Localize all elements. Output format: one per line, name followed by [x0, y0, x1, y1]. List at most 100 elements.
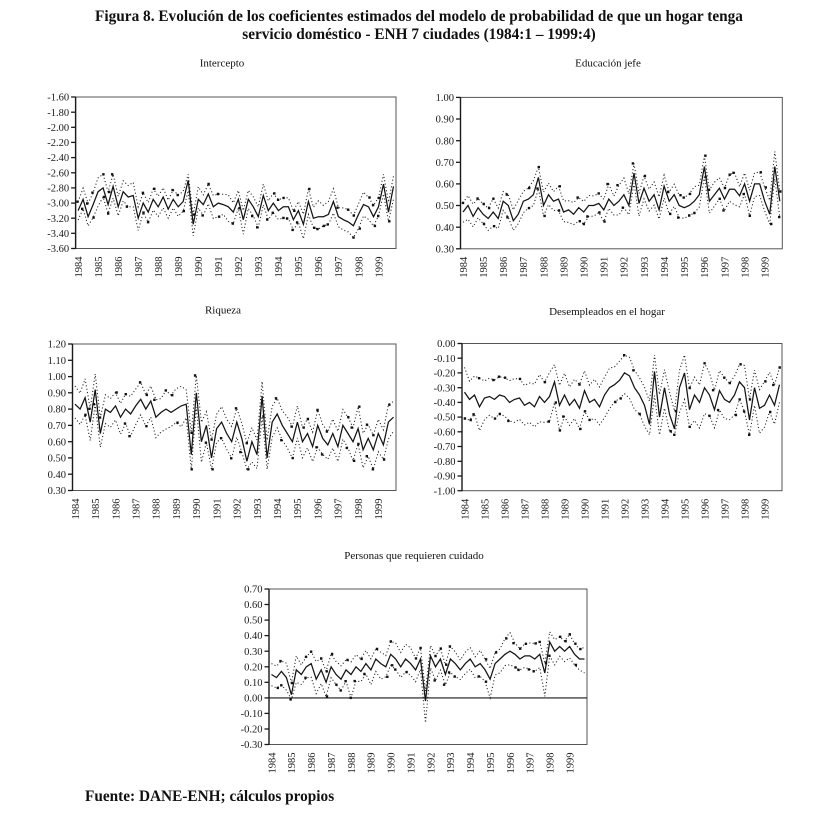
- svg-text:-0.20: -0.20: [241, 725, 263, 736]
- svg-text:1998: 1998: [546, 753, 557, 774]
- svg-text:-0.10: -0.10: [434, 354, 456, 365]
- svg-text:1991: 1991: [212, 499, 223, 520]
- svg-text:1989: 1989: [559, 257, 570, 278]
- svg-text:1.00: 1.00: [48, 372, 66, 383]
- svg-text:-2.80: -2.80: [47, 184, 69, 195]
- svg-text:-2.40: -2.40: [47, 153, 69, 164]
- svg-text:1994: 1994: [273, 498, 284, 520]
- svg-text:1997: 1997: [334, 499, 345, 520]
- svg-text:0.40: 0.40: [48, 470, 66, 481]
- svg-text:1987: 1987: [327, 753, 338, 774]
- svg-text:1994: 1994: [466, 752, 477, 774]
- svg-text:1995: 1995: [486, 753, 497, 774]
- svg-text:Desempleados en el hogar: Desempleados en el hogar: [549, 306, 665, 318]
- svg-text:1997: 1997: [720, 499, 731, 520]
- svg-text:1986: 1986: [111, 499, 122, 520]
- svg-text:1984: 1984: [459, 256, 470, 278]
- svg-text:1995: 1995: [680, 257, 691, 278]
- svg-text:1994: 1994: [274, 256, 285, 278]
- svg-text:0.90: 0.90: [436, 115, 454, 126]
- svg-text:0.20: 0.20: [244, 662, 262, 673]
- svg-text:1999: 1999: [565, 753, 576, 774]
- svg-text:1992: 1992: [426, 753, 437, 774]
- svg-text:0.60: 0.60: [48, 437, 66, 448]
- svg-text:1984: 1984: [71, 498, 82, 520]
- svg-text:-0.80: -0.80: [434, 457, 456, 468]
- svg-text:1986: 1986: [500, 499, 511, 520]
- svg-text:1990: 1990: [580, 257, 591, 278]
- svg-text:0.30: 0.30: [436, 244, 454, 255]
- svg-text:-2.60: -2.60: [47, 168, 69, 179]
- svg-text:1989: 1989: [367, 753, 378, 774]
- svg-text:1992: 1992: [233, 499, 244, 520]
- svg-text:1991: 1991: [214, 257, 225, 278]
- svg-text:0.70: 0.70: [244, 585, 262, 596]
- svg-text:1.10: 1.10: [48, 356, 66, 367]
- svg-text:0.10: 0.10: [244, 678, 262, 689]
- svg-text:-0.10: -0.10: [241, 709, 263, 720]
- svg-text:Riqueza: Riqueza: [205, 305, 241, 317]
- svg-text:1988: 1988: [540, 499, 551, 520]
- svg-text:-0.90: -0.90: [434, 472, 456, 483]
- svg-text:0.40: 0.40: [244, 631, 262, 642]
- svg-text:1986: 1986: [114, 257, 125, 278]
- svg-text:1996: 1996: [700, 499, 711, 520]
- svg-text:-2.00: -2.00: [47, 123, 69, 134]
- svg-text:1985: 1985: [91, 499, 102, 520]
- svg-text:0.40: 0.40: [436, 223, 454, 234]
- svg-text:-0.60: -0.60: [434, 427, 456, 438]
- svg-text:1985: 1985: [479, 257, 490, 278]
- svg-text:1995: 1995: [680, 499, 691, 520]
- svg-text:1999: 1999: [761, 257, 772, 278]
- svg-text:-3.00: -3.00: [47, 199, 69, 210]
- svg-text:-3.60: -3.60: [47, 244, 69, 255]
- svg-text:1996: 1996: [314, 499, 325, 520]
- svg-text:1996: 1996: [506, 753, 517, 774]
- svg-text:1996: 1996: [700, 257, 711, 278]
- svg-text:0.50: 0.50: [436, 201, 454, 212]
- svg-text:-3.20: -3.20: [47, 214, 69, 225]
- svg-text:1984: 1984: [460, 498, 471, 520]
- svg-text:1994: 1994: [660, 498, 671, 520]
- svg-text:1999: 1999: [374, 499, 385, 520]
- svg-text:1993: 1993: [640, 257, 651, 278]
- svg-text:0.50: 0.50: [48, 454, 66, 465]
- svg-text:1990: 1990: [194, 257, 205, 278]
- svg-text:1997: 1997: [526, 753, 537, 774]
- svg-text:-0.20: -0.20: [434, 369, 456, 380]
- svg-text:-0.30: -0.30: [241, 740, 263, 751]
- svg-text:1.20: 1.20: [48, 340, 66, 351]
- svg-text:1.00: 1.00: [436, 93, 454, 104]
- svg-text:1989: 1989: [560, 499, 571, 520]
- svg-text:0.30: 0.30: [244, 647, 262, 658]
- svg-text:0.70: 0.70: [436, 158, 454, 169]
- svg-text:-0.40: -0.40: [434, 398, 456, 409]
- svg-text:1984: 1984: [267, 752, 278, 774]
- svg-text:1989: 1989: [172, 499, 183, 520]
- svg-text:Personas que requieren cuidado: Personas que requieren cuidado: [344, 550, 484, 562]
- svg-text:Educación jefe: Educación jefe: [575, 58, 641, 70]
- svg-text:1991: 1991: [406, 753, 417, 774]
- svg-text:1992: 1992: [620, 499, 631, 520]
- svg-text:1995: 1995: [293, 499, 304, 520]
- svg-text:Intercepto: Intercepto: [200, 58, 245, 70]
- svg-text:1993: 1993: [253, 499, 264, 520]
- svg-text:-1.80: -1.80: [47, 108, 69, 119]
- svg-text:0.80: 0.80: [48, 405, 66, 416]
- svg-text:1998: 1998: [740, 499, 751, 520]
- svg-text:0.80: 0.80: [436, 136, 454, 147]
- svg-text:0.90: 0.90: [48, 388, 66, 399]
- svg-text:-0.30: -0.30: [434, 383, 456, 394]
- svg-text:1991: 1991: [600, 257, 611, 278]
- svg-text:1984: 1984: [74, 256, 85, 278]
- svg-text:1988: 1988: [347, 753, 358, 774]
- svg-text:1987: 1987: [132, 499, 143, 520]
- svg-text:1985: 1985: [480, 499, 491, 520]
- svg-text:1994: 1994: [660, 256, 671, 278]
- svg-text:0.50: 0.50: [244, 616, 262, 627]
- svg-text:1990: 1990: [387, 753, 398, 774]
- svg-text:-0.50: -0.50: [434, 413, 456, 424]
- svg-text:1986: 1986: [307, 753, 318, 774]
- svg-text:1987: 1987: [134, 257, 145, 278]
- svg-text:1993: 1993: [254, 257, 265, 278]
